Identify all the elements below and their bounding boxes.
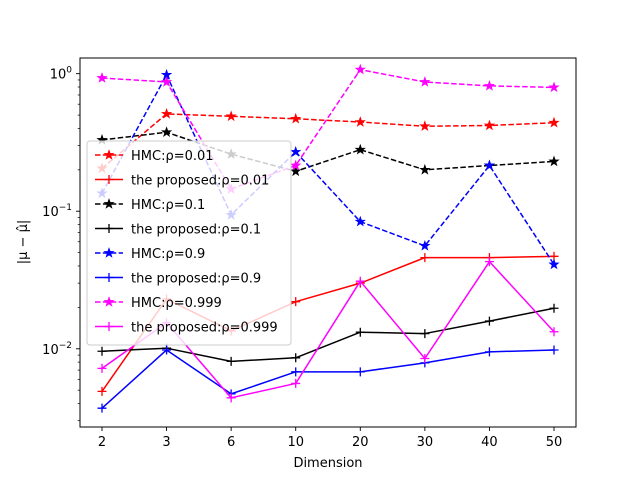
data-point: [484, 347, 494, 357]
data-point: [484, 257, 494, 267]
x-tick-label: 10: [287, 435, 304, 450]
data-point: [548, 116, 560, 128]
legend-entry: the proposed:ρ=0.999: [95, 321, 278, 336]
series-line: [101, 113, 555, 169]
legend-marker: [104, 224, 114, 233]
x-tick-label: 6: [227, 435, 235, 450]
data-point: [96, 72, 108, 83]
data-point: [355, 367, 365, 377]
legend-entry: the proposed:ρ=0.9: [95, 272, 261, 287]
data-point: [420, 329, 430, 339]
axes-layer: [79, 57, 577, 428]
legend-entry: HMC:ρ=0.1: [95, 198, 205, 213]
legend-label: HMC:ρ=0.9: [131, 247, 205, 262]
data-point: [548, 81, 560, 93]
data-point: [160, 107, 173, 119]
data-point: [419, 76, 431, 87]
legend-marker: [103, 198, 115, 209]
legend-label: the proposed:ρ=0.1: [131, 223, 261, 238]
legend-label: HMC:ρ=0.1: [131, 198, 205, 213]
data-point: [97, 403, 107, 413]
data-point: [483, 79, 496, 91]
data-point: [355, 276, 365, 286]
legend-marker: [104, 322, 114, 331]
x-tick-label: 40: [481, 435, 498, 450]
legend-entry: HMC:ρ=0.999: [95, 296, 222, 311]
data-point: [548, 155, 560, 167]
legend-marker: [104, 273, 114, 282]
y-tick-label: 100: [50, 66, 73, 83]
legend-entry: HMC:ρ=0.01: [95, 149, 214, 164]
series-line: [101, 307, 555, 363]
x-tick-label: 20: [352, 435, 369, 450]
y-axis: 10−2 10−1 100: [42, 66, 80, 422]
data-point: [162, 345, 172, 355]
series-line: [101, 74, 555, 265]
legend-label: the proposed:ρ=0.01: [131, 174, 269, 189]
data-point: [483, 159, 496, 171]
legend-entry: HMC:ρ=0.9: [95, 247, 205, 262]
data-point: [419, 163, 431, 175]
data-point: [97, 386, 107, 396]
series-line: [101, 349, 555, 409]
data-point: [290, 165, 302, 177]
data-point: [355, 327, 365, 337]
legend-label: the proposed:ρ=0.999: [131, 321, 278, 336]
data-point: [97, 346, 107, 356]
x-axis-label: Dimension: [293, 456, 362, 471]
data-point: [549, 327, 559, 337]
data-point: [225, 110, 237, 122]
data-point: [419, 120, 431, 132]
series-0: [96, 107, 560, 174]
series-line: [101, 131, 555, 173]
data-point: [549, 345, 559, 355]
data-point: [226, 356, 236, 366]
data-point: [291, 367, 301, 377]
y-tick-label: 10−2: [42, 341, 72, 358]
data-point: [160, 76, 173, 87]
x-tick-label: 3: [162, 435, 170, 450]
data-point: [291, 378, 301, 388]
data-point: [97, 363, 107, 373]
legend-marker: [104, 175, 114, 184]
y-tick-label: 10−1: [42, 203, 72, 220]
data-point: [291, 353, 301, 363]
data-point: [549, 303, 559, 313]
legend-label: HMC:ρ=0.999: [131, 296, 222, 311]
legend-entry: the proposed:ρ=0.1: [95, 223, 261, 238]
data-point: [354, 116, 366, 127]
data-point: [420, 253, 430, 263]
legend-label: HMC:ρ=0.01: [131, 149, 214, 164]
data-point: [160, 126, 173, 138]
legend-box: [86, 140, 292, 346]
data-point: [420, 353, 430, 363]
data-point: [291, 297, 301, 307]
data-point: [290, 159, 302, 171]
legend-entry: the proposed:ρ=0.01: [95, 174, 269, 189]
data-point: [548, 258, 560, 270]
data-point: [354, 63, 366, 75]
data-point: [483, 119, 496, 131]
data-point: [226, 393, 236, 403]
legend-marker: [103, 296, 115, 307]
y-axis-label: |μ − μ̂|: [16, 220, 31, 264]
legend-label: the proposed:ρ=0.9: [131, 272, 261, 287]
data-point: [290, 112, 302, 124]
data-point: [484, 316, 494, 326]
x-tick-label: 30: [417, 435, 434, 450]
x-tick-label: 2: [98, 435, 106, 450]
legend: HMC:ρ=0.01 the proposed:ρ=0.01 HMC:ρ=0.1 th…: [86, 140, 292, 346]
x-axis: 2 3 6 10 20 30 40 50: [98, 427, 562, 450]
data-point: [354, 143, 366, 155]
axes-frame: [79, 57, 577, 428]
data-point: [354, 215, 366, 227]
data-point: [419, 239, 431, 251]
series-line: [101, 68, 555, 190]
data-point: [290, 145, 302, 157]
x-tick-label: 50: [546, 435, 563, 450]
legend-marker: [103, 149, 115, 160]
legend-marker: [103, 247, 115, 258]
